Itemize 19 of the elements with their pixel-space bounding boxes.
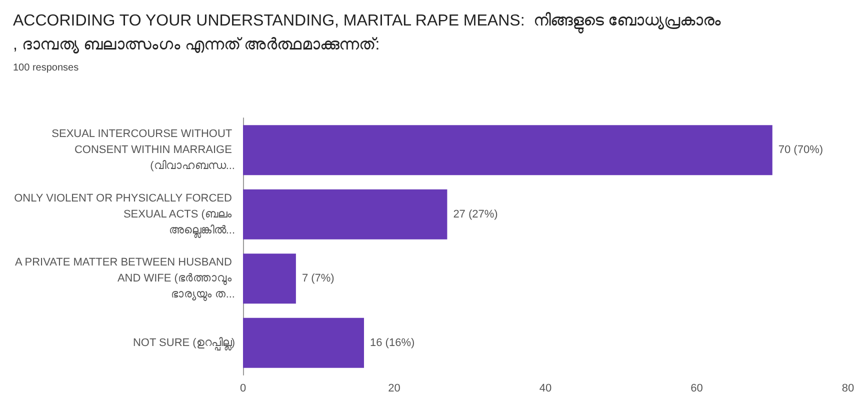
bar <box>243 318 364 368</box>
text: 100 responses <box>13 62 79 74</box>
x-tick-label: 80 <box>842 382 854 394</box>
x-tick-label: 0 <box>240 382 246 394</box>
x-tick-label: 20 <box>388 382 400 394</box>
bar <box>243 254 296 304</box>
data-label: 16 (16%) <box>370 336 415 349</box>
data-label: 7 (7%) <box>302 272 334 285</box>
y-tick-label: A PRIVATE MATTER BETWEEN HUSBAND AND WIFE (ഭർത്താവും ഭാര്യയും ത... <box>14 256 235 301</box>
chart-title: ACCORIDING TO YOUR UNDERSTANDING, MARITAL RAPE MEANS: നിങ്ങളുടെ ബോധ്യപ്രകാരം, ദാമ്പത്യ ബലാത്സംഗം എന്നത് അർത്ഥമാക്കുന്നത്: <box>13 12 722 54</box>
y-tick-label: SEXUAL INTERCOURSE WITHOUT CONSENT WITHIN MARRAIGE (വിവാഹബന്ധ... <box>52 128 235 172</box>
data-label: 70 (70%) <box>778 144 824 156</box>
x-tick-label: 60 <box>690 382 703 394</box>
bar <box>243 125 772 176</box>
y-tick-label: ONLY VIOLENT OR PHYSICALLY FORCED SEXUAL ACTS (ബലം അല്ലെങ്കിൽ... <box>14 192 235 238</box>
data-label: 27 (27%) <box>453 208 498 220</box>
y-tick-label: NOT SURE (ഉറപ്പില്ല) <box>132 336 235 351</box>
bar <box>243 189 448 240</box>
x-tick-label: 40 <box>539 382 552 394</box>
